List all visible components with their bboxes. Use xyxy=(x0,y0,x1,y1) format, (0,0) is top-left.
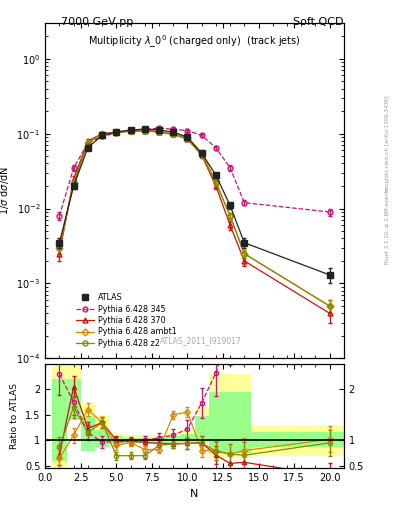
Y-axis label: Ratio to ATLAS: Ratio to ATLAS xyxy=(10,383,19,449)
X-axis label: N: N xyxy=(190,489,199,499)
Y-axis label: 1/$\sigma$ d$\sigma$/dN: 1/$\sigma$ d$\sigma$/dN xyxy=(0,166,11,215)
Text: ATLAS_2011_I919017: ATLAS_2011_I919017 xyxy=(160,336,241,345)
Text: 7000 GeV pp: 7000 GeV pp xyxy=(61,17,133,28)
Legend: ATLAS, Pythia 6.428 345, Pythia 6.428 370, Pythia 6.428 ambt1, Pythia 6.428 z2: ATLAS, Pythia 6.428 345, Pythia 6.428 37… xyxy=(73,290,180,351)
Text: mcplots.cern.ch [arXiv:1306.3436]: mcplots.cern.ch [arXiv:1306.3436] xyxy=(385,96,390,191)
Text: Soft QCD: Soft QCD xyxy=(294,17,344,28)
Text: Rivet 3.1.10; ≥ 2.6M events: Rivet 3.1.10; ≥ 2.6M events xyxy=(385,187,390,264)
Text: Multiplicity $\lambda\_0^0$ (charged only)  (track jets): Multiplicity $\lambda\_0^0$ (charged onl… xyxy=(88,33,301,50)
